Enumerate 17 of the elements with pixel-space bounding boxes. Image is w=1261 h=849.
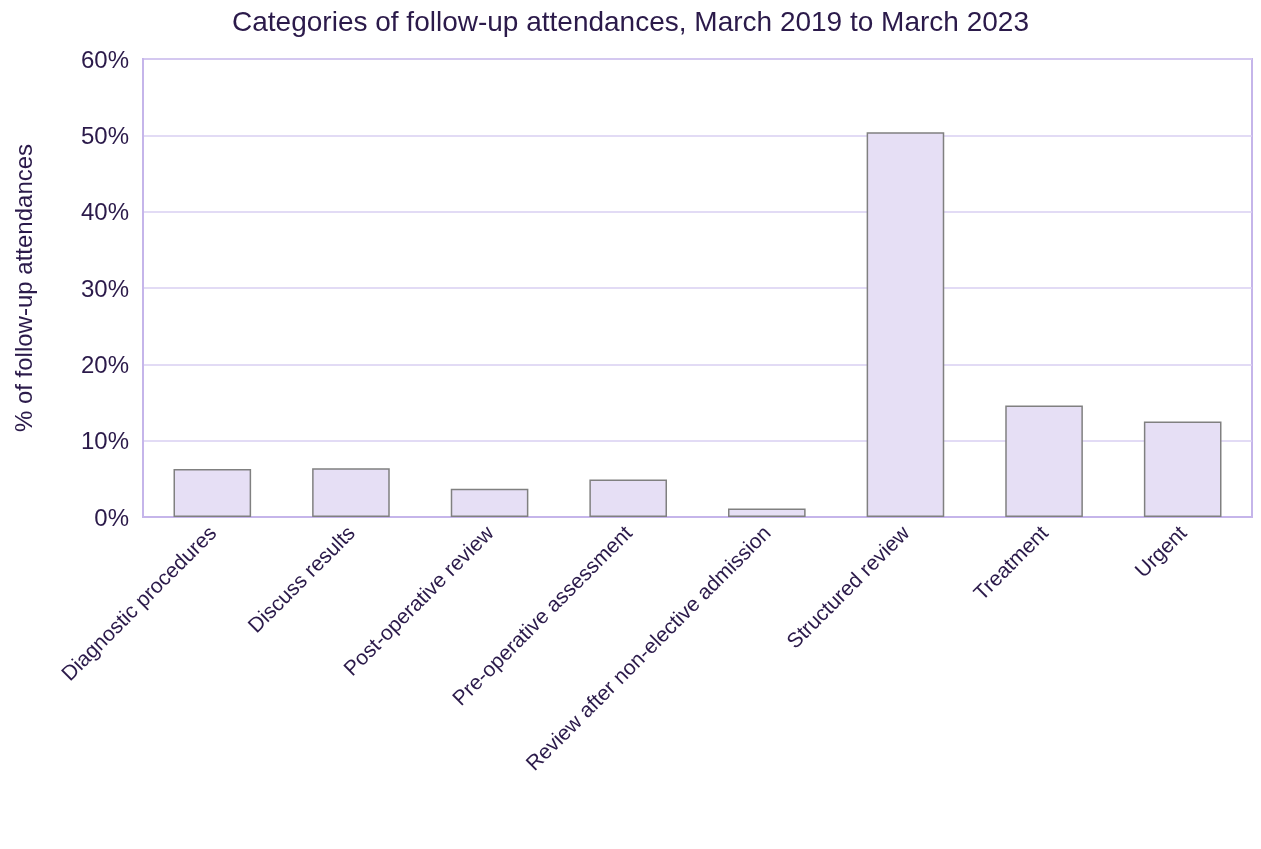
chart-title: Categories of follow-up attendances, March 2019 to March 2023 [232,5,1029,37]
bar [728,508,806,517]
y-tick-label: 20% [80,350,129,378]
bar [312,468,390,517]
y-tick-label: 0% [94,503,129,531]
y-tick-label: 60% [80,45,129,73]
bar [450,488,529,517]
y-tick-label: 50% [80,121,129,149]
y-tick-label: 30% [80,274,129,302]
y-tick-label: 10% [80,427,129,455]
bar [173,468,252,517]
bar [1005,405,1083,517]
bar [1143,421,1222,517]
y-tick-label: 40% [80,198,129,226]
bar [866,132,945,517]
bar [589,479,667,517]
y-axis-title: % of follow-up attendances [9,143,37,433]
